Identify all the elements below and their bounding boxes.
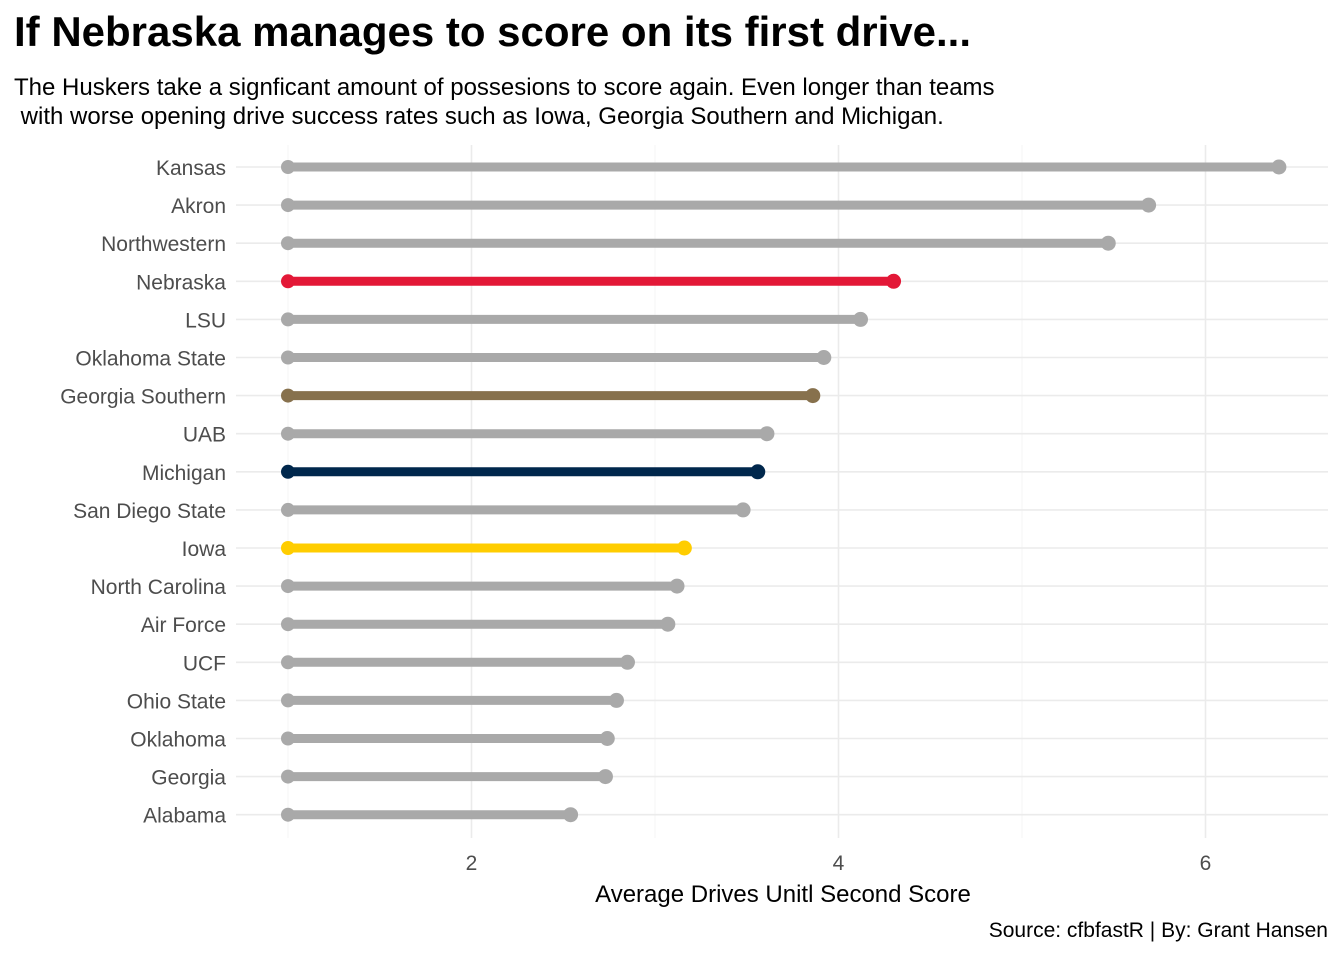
dumbbell-end-point [619, 654, 635, 670]
y-tick-label: North Carolina [91, 576, 227, 599]
x-tick-label: 4 [833, 852, 845, 875]
y-tick-label: Oklahoma [130, 729, 226, 752]
x-axis-ticks: 2 4 6 [466, 852, 1212, 875]
y-tick-label: Michigan [142, 462, 226, 485]
dumbbell-end-point [1271, 159, 1287, 175]
dumbbell-start-point [281, 312, 295, 327]
dumbbell-start-point [281, 426, 295, 441]
dumbbell-start-point [281, 160, 295, 174]
y-tick-label: UCF [183, 652, 226, 675]
dumbbell-end-point [759, 426, 775, 442]
x-tick-label: 6 [1200, 852, 1212, 875]
dumbbell-end-point [750, 464, 766, 480]
y-tick-label: Alabama [143, 805, 226, 828]
y-tick-label: Iowa [182, 538, 227, 561]
y-tick-label: San Diego State [73, 500, 226, 523]
dumbbell-start-point [281, 350, 295, 365]
dumbbell-end-point [563, 807, 579, 823]
dumbbell-start-point [281, 693, 295, 708]
dumbbell-start-point [281, 274, 295, 289]
dumbbell-end-point [608, 692, 624, 708]
dumbbell-start-point [281, 807, 295, 822]
y-axis-labels: Kansas Akron Northwestern Nebraska LSU Oklaho… [60, 157, 226, 828]
x-axis-title: Average Drives Unitl Second Score [595, 881, 971, 908]
y-tick-label: Georgia Southern [60, 386, 226, 409]
dumbbell-start-point [281, 655, 295, 670]
dumbbell-start-point [281, 502, 295, 517]
dumbbell-end-point [1141, 197, 1157, 213]
dumbbell-end-point [886, 273, 902, 289]
x-tick-label: 2 [466, 852, 478, 875]
dumbbell-end-point [676, 540, 692, 556]
y-tick-label: UAB [183, 424, 226, 447]
dumbbell-start-point [281, 541, 295, 555]
chart-caption: Source: cfbfastR | By: Grant Hansen [988, 919, 1328, 942]
dumbbell-end-point [735, 502, 751, 518]
chart-title: If Nebraska manages to score on its firs… [14, 8, 971, 55]
y-tick-label: Ohio State [127, 690, 226, 713]
dumbbell-start-point [281, 464, 295, 479]
chart-subtitle: The Huskers take a signficant amount of … [14, 74, 995, 130]
dumbbell-start-point [281, 731, 295, 746]
y-tick-label: LSU [185, 309, 226, 332]
dumbbell-end-point [1100, 235, 1116, 251]
dumbbell-end-point [597, 769, 613, 785]
y-tick-label: Nebraska [136, 271, 226, 294]
dumbbell-end-point [599, 731, 615, 746]
dumbbell-end-point [669, 578, 685, 594]
dumbbell-start-point [281, 236, 295, 251]
y-tick-label: Northwestern [101, 233, 226, 256]
dumbbell-start-point [281, 388, 295, 403]
y-tick-label: Oklahoma State [75, 348, 226, 371]
dumbbell-start-point [281, 198, 295, 213]
dumbbell-end-point [805, 388, 821, 404]
dumbbell-end-point [853, 311, 869, 327]
y-tick-label: Kansas [156, 157, 226, 180]
dumbbell-layer [281, 159, 1287, 823]
dumbbell-start-point [281, 579, 295, 594]
dumbbell-start-point [281, 617, 295, 632]
y-tick-label: Air Force [141, 614, 226, 637]
dumbbell-end-point [816, 350, 832, 365]
dumbbell-end-point [660, 616, 676, 632]
dumbbell-start-point [281, 769, 295, 784]
y-tick-label: Akron [171, 195, 226, 218]
y-tick-label: Georgia [151, 767, 226, 790]
